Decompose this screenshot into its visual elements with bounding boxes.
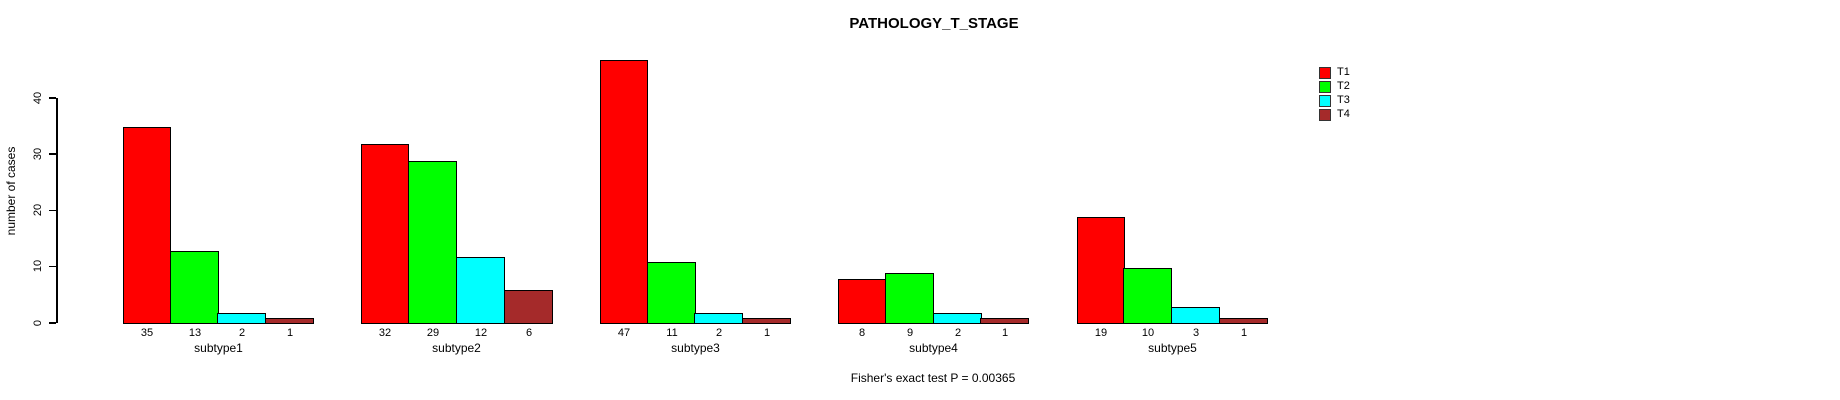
y-axis-tick [48, 97, 56, 99]
bar-value-label: 13 [188, 327, 202, 339]
bar-t4-subtype5 [1219, 318, 1268, 324]
bar-t2-subtype4 [885, 273, 934, 324]
y-axis-tick-label: 40 [32, 91, 44, 104]
bar-t1-subtype4 [838, 279, 886, 324]
x-category-label: subtype3 [671, 341, 720, 355]
bar-t1-subtype3 [600, 60, 648, 324]
bar-value-label: 2 [715, 327, 723, 339]
stat-annotation: Fisher's exact test P = 0.00365 [850, 371, 1016, 385]
y-axis-tick [48, 153, 56, 155]
bar-t4-subtype4 [980, 318, 1029, 324]
legend-item-t4: T4 [1319, 108, 1350, 121]
y-axis-tick [48, 265, 56, 268]
bar-t3-subtype1 [217, 313, 266, 324]
bar-value-label: 1 [1001, 327, 1009, 339]
bar-t2-subtype1 [170, 251, 219, 324]
bar-t4-subtype1 [265, 318, 314, 324]
y-axis-tick-label: 30 [32, 147, 44, 161]
y-axis-tick-label: 10 [32, 260, 44, 273]
legend-swatch-t4 [1319, 108, 1331, 121]
y-axis-tick [48, 322, 56, 324]
x-category-label: subtype1 [194, 341, 243, 355]
bar-value-label: 6 [525, 327, 533, 339]
bar-t2-subtype5 [1123, 268, 1172, 324]
y-axis-tick [48, 209, 56, 212]
bar-value-label: 1 [286, 327, 294, 339]
bar-value-label: 10 [1141, 327, 1155, 339]
bar-value-label: 9 [906, 327, 914, 339]
y-axis-tick-label: 20 [32, 204, 44, 217]
bar-t3-subtype2 [456, 257, 505, 324]
legend-item-t2: T2 [1319, 80, 1350, 93]
y-axis-line [56, 97, 58, 324]
bar-value-label: 2 [954, 327, 962, 339]
bar-value-label: 8 [858, 327, 866, 339]
bar-t3-subtype3 [694, 313, 743, 324]
legend: T1 T2 T3 T4 [1319, 66, 1350, 122]
bar-t1-subtype1 [123, 127, 171, 324]
legend-swatch-t3 [1319, 94, 1331, 107]
x-category-label: subtype4 [909, 341, 958, 355]
legend-swatch-t2 [1319, 80, 1331, 93]
chart-title: PATHOLOGY_T_STAGE [849, 15, 1019, 32]
bar-t2-subtype3 [647, 262, 696, 324]
bar-value-label: 35 [140, 327, 154, 339]
bar-value-label: 47 [617, 327, 631, 339]
bar-value-label: 1 [763, 327, 771, 339]
bar-value-label: 3 [1192, 327, 1200, 339]
legend-item-t3: T3 [1319, 94, 1350, 107]
legend-label-t1: T1 [1337, 66, 1350, 78]
x-category-label: subtype2 [432, 341, 481, 355]
bar-t3-subtype4 [933, 313, 982, 324]
bar-t2-subtype2 [408, 161, 457, 324]
legend-swatch-t1 [1319, 66, 1331, 79]
bar-t1-subtype5 [1077, 217, 1125, 324]
bar-value-label: 2 [238, 327, 246, 339]
legend-label-t3: T3 [1337, 94, 1350, 106]
y-axis-label: number of cases [4, 146, 18, 236]
bar-value-label: 1 [1240, 327, 1248, 339]
bar-value-label: 29 [426, 327, 440, 339]
legend-label-t4: T4 [1337, 108, 1350, 120]
bar-t1-subtype2 [361, 144, 409, 324]
bar-t3-subtype5 [1171, 307, 1220, 324]
bar-t4-subtype2 [504, 290, 553, 324]
bar-t4-subtype3 [742, 318, 791, 324]
bar-value-label: 32 [378, 327, 392, 339]
x-category-label: subtype5 [1148, 341, 1197, 355]
y-axis-tick-label: 0 [32, 319, 44, 326]
legend-label-t2: T2 [1337, 80, 1350, 92]
legend-item-t1: T1 [1319, 66, 1350, 79]
bar-value-label: 19 [1094, 327, 1108, 339]
bar-value-label: 12 [474, 327, 488, 339]
bar-value-label: 11 [666, 327, 678, 339]
